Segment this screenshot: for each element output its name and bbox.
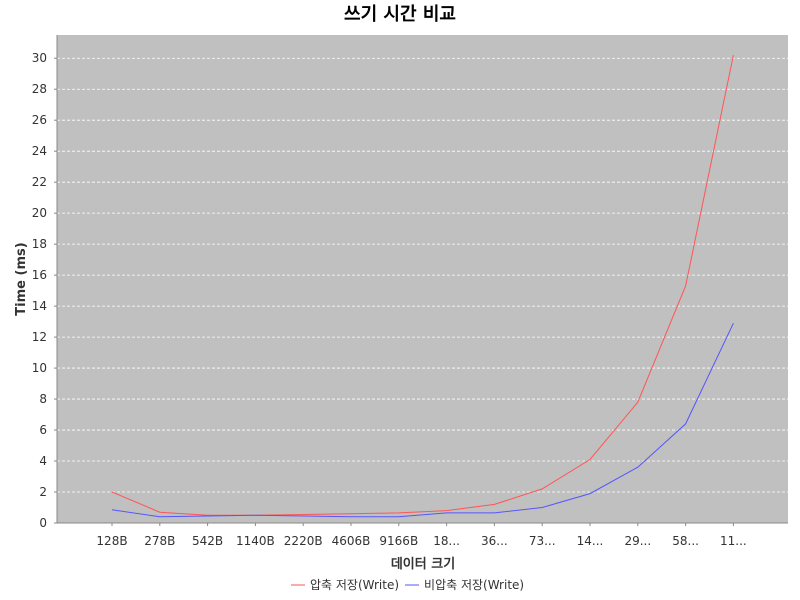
- y-tick-label: 10: [32, 361, 47, 375]
- x-tick-label: 2220B: [284, 534, 323, 548]
- x-tick-label: 9166B: [379, 534, 418, 548]
- y-tick-label: 24: [32, 144, 47, 158]
- x-axis-title: 데이터 크기: [391, 556, 455, 572]
- y-tick-label: 0: [39, 516, 47, 530]
- x-tick-label: 278B: [144, 534, 175, 548]
- legend: 압축 저장(Write) 비압축 저장(Write): [291, 578, 524, 592]
- x-tick-label: 36...: [481, 534, 508, 548]
- y-tick-label: 30: [32, 51, 47, 65]
- x-tick-label: 11...: [720, 534, 747, 548]
- y-tick-label: 2: [39, 485, 47, 499]
- series-line: [111, 322, 734, 518]
- chart-title: 쓰기 시간 비교: [344, 4, 456, 25]
- y-axis-title: Time (ms): [14, 242, 29, 315]
- x-tick-label: 14...: [577, 534, 604, 548]
- legend-label: 비압축 저장(Write): [424, 578, 524, 592]
- plot-area: [57, 35, 788, 523]
- x-tick-label: 1140B: [236, 534, 275, 548]
- x-tick-label: 29...: [624, 534, 651, 548]
- y-tick-label: 6: [39, 423, 47, 437]
- x-tick-label: 4606B: [332, 534, 371, 548]
- x-tick-label: 73...: [529, 534, 556, 548]
- series-lines: [111, 54, 734, 518]
- legend-label: 압축 저장(Write): [310, 578, 399, 592]
- y-tick-label: 16: [32, 268, 47, 282]
- grid-lines: [57, 57, 788, 493]
- y-tick-label: 20: [32, 206, 47, 220]
- x-tick-label: 58...: [672, 534, 699, 548]
- y-tick-label: 18: [32, 237, 47, 251]
- y-tick-label: 14: [32, 299, 47, 313]
- y-tick-label: 22: [32, 175, 47, 189]
- x-tick-label: 542B: [192, 534, 223, 548]
- y-tick-label: 26: [32, 113, 47, 127]
- series-line: [111, 54, 734, 516]
- x-tick-label: 128B: [96, 534, 127, 548]
- y-tick-label: 12: [32, 330, 47, 344]
- x-tick-label: 18...: [433, 534, 460, 548]
- y-tick-label: 4: [39, 454, 47, 468]
- y-tick-label: 28: [32, 82, 47, 96]
- y-tick-label: 8: [39, 392, 47, 406]
